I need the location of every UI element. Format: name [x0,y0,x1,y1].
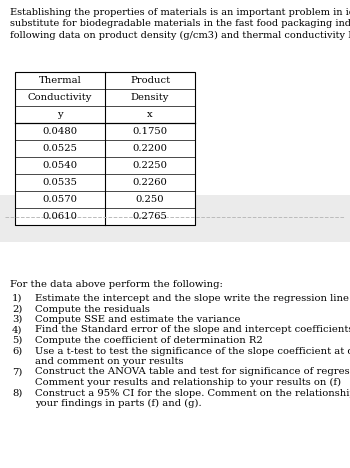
Text: Estimate the intercept and the slope write the regression line: Estimate the intercept and the slope wri… [35,294,349,303]
Text: 4): 4) [12,326,22,335]
Text: Density: Density [131,93,169,102]
Text: Thermal: Thermal [38,76,81,85]
Text: Comment your results and relationship to your results on (f): Comment your results and relationship to… [35,378,341,387]
Text: 0.0525: 0.0525 [42,144,77,153]
Text: 1): 1) [12,294,22,303]
Text: Compute SSE and estimate the variance: Compute SSE and estimate the variance [35,315,240,324]
Text: Compute the residuals: Compute the residuals [35,305,150,314]
Text: Find the Standard error of the slope and intercept coefficients: Find the Standard error of the slope and… [35,326,350,335]
Text: 3): 3) [12,315,22,324]
Text: 0.2200: 0.2200 [133,144,168,153]
Text: 7): 7) [12,367,22,376]
Text: 2): 2) [12,305,22,314]
Bar [15,72,195,225]
Text: x: x [147,110,153,119]
Text: Product: Product [130,76,170,85]
Text: Conductivity: Conductivity [28,93,92,102]
Text: Construct the ANOVA table and test for significance of regression using p-value.: Construct the ANOVA table and test for s… [35,367,350,376]
Text: 0.0535: 0.0535 [42,178,77,187]
Text: 8): 8) [12,388,22,397]
Text: 0.0570: 0.0570 [42,195,77,204]
Text: 0.0540: 0.0540 [42,161,78,170]
Text: y: y [57,110,63,119]
Bar [0,195,350,242]
Text: 0.2260: 0.2260 [133,178,167,187]
Text: your findings in parts (f) and (g).: your findings in parts (f) and (g). [35,399,202,408]
Text: and comment on your results: and comment on your results [35,357,183,366]
Text: For the data above perform the following:: For the data above perform the following… [10,280,223,289]
Text: 0.2250: 0.2250 [133,161,168,170]
Text: Establishing the properties of materials is an important problem in identifying : Establishing the properties of materials… [10,8,350,17]
Text: Compute the coefficient of determination R2: Compute the coefficient of determination… [35,336,263,345]
Text: 0.2765: 0.2765 [133,212,167,221]
Text: Construct a 95% CI for the slope. Comment on the relationship of these CI’s and: Construct a 95% CI for the slope. Commen… [35,388,350,397]
Text: 5): 5) [12,336,22,345]
Text: Use a t-test to test the significance of the slope coefficient at α =0.05. Give : Use a t-test to test the significance of… [35,346,350,356]
Text: 6): 6) [12,346,22,356]
Text: substitute for biodegradable materials in the fast food packaging industry. Cons: substitute for biodegradable materials i… [10,20,350,29]
Text: 0.1750: 0.1750 [132,127,168,136]
Text: 0.250: 0.250 [136,195,164,204]
Text: 0.0610: 0.0610 [42,212,77,221]
Text: following data on product density (g/cm3) and thermal conductivity K-factor.: following data on product density (g/cm3… [10,31,350,40]
Text: 0.0480: 0.0480 [42,127,78,136]
